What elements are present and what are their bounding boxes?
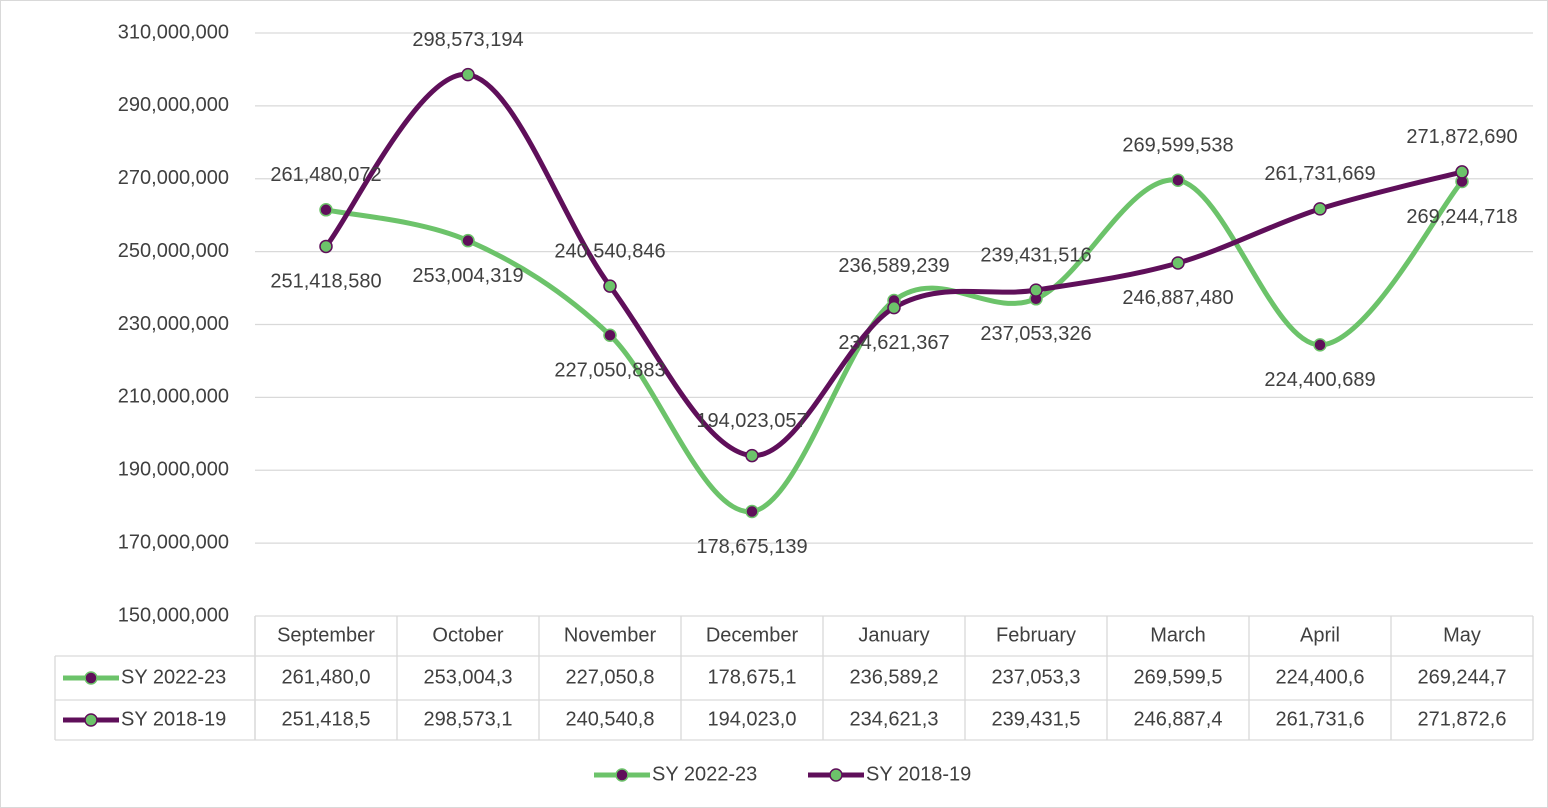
- data-label: 239,431,516: [980, 244, 1091, 266]
- data-point: [319, 239, 333, 254]
- table-cell: 261,731,6: [1276, 708, 1365, 730]
- data-label: 234,621,367: [838, 332, 949, 354]
- data-point: [603, 328, 617, 342]
- table-cell: 253,004,3: [424, 666, 513, 688]
- legend-marker: [84, 713, 98, 727]
- x-tick-label: February: [996, 624, 1076, 646]
- data-label: 251,418,580: [270, 271, 381, 293]
- data-label: 236,589,239: [838, 255, 949, 277]
- y-tick-label: 150,000,000: [118, 604, 229, 626]
- x-tick-label: March: [1150, 624, 1206, 646]
- x-tick-label: September: [277, 624, 375, 646]
- y-tick-label: 170,000,000: [118, 531, 229, 553]
- x-tick-label: October: [432, 624, 503, 646]
- table-cell: 224,400,6: [1276, 666, 1365, 688]
- data-point: [887, 300, 901, 315]
- legend-marker: [615, 768, 629, 782]
- y-tick-label: 190,000,000: [118, 459, 229, 481]
- data-point: [1313, 202, 1327, 216]
- data-point: [745, 504, 759, 519]
- x-tick-label: December: [706, 624, 799, 646]
- y-tick-label: 290,000,000: [118, 94, 229, 116]
- table-row-label: SY 2018-19: [121, 708, 226, 730]
- data-label: 237,053,326: [980, 323, 1091, 345]
- series-line: [323, 72, 1465, 459]
- table-cell: 246,887,4: [1134, 708, 1223, 730]
- data-point: [1171, 256, 1185, 270]
- table-cell: 269,244,7: [1418, 666, 1507, 688]
- data-label: 246,887,480: [1122, 287, 1233, 309]
- data-label: 227,050,883: [554, 360, 665, 382]
- table-cell: 236,589,2: [850, 666, 939, 688]
- table-cell: 240,540,8: [566, 708, 655, 730]
- table-cell: 261,480,0: [282, 666, 371, 688]
- y-tick-label: 250,000,000: [118, 240, 229, 262]
- y-tick-label: 270,000,000: [118, 167, 229, 189]
- data-point: [1313, 338, 1327, 352]
- y-tick-label: 310,000,000: [118, 21, 229, 43]
- y-tick-label: 210,000,000: [118, 386, 229, 408]
- data-label: 194,023,057: [696, 410, 807, 432]
- data-label: 261,731,669: [1264, 163, 1375, 185]
- x-tick-label: November: [564, 624, 657, 646]
- data-label: 269,244,718: [1406, 206, 1517, 228]
- data-point: [461, 233, 475, 248]
- data-point: [319, 203, 333, 217]
- data-point: [1455, 165, 1469, 179]
- legend-label: SY 2022-23: [652, 763, 757, 785]
- table-row-label: SY 2022-23: [121, 666, 226, 688]
- data-label: 224,400,689: [1264, 369, 1375, 391]
- data-point: [745, 448, 759, 463]
- table-cell: 227,050,8: [566, 666, 655, 688]
- table-cell: 239,431,5: [992, 708, 1081, 730]
- data-label: 240,540,846: [554, 240, 665, 262]
- data-point: [603, 279, 617, 293]
- y-tick-label: 230,000,000: [118, 313, 229, 335]
- data-point: [461, 67, 475, 82]
- legend-label: SY 2018-19: [866, 763, 971, 785]
- data-point: [1171, 173, 1185, 187]
- table-cell: 178,675,1: [708, 666, 797, 688]
- table-cell: 194,023,0: [708, 708, 797, 730]
- data-point: [1029, 283, 1043, 297]
- x-tick-label: April: [1300, 624, 1340, 646]
- table-cell: 234,621,3: [850, 708, 939, 730]
- table-cell: 269,599,5: [1134, 666, 1223, 688]
- data-label: 261,480,072: [270, 164, 381, 186]
- table-cell: 298,573,1: [424, 708, 513, 730]
- table-cell: 271,872,6: [1418, 708, 1507, 730]
- table-cell: 251,418,5: [282, 708, 371, 730]
- data-label: 298,573,194: [412, 29, 523, 51]
- x-tick-label: May: [1443, 624, 1481, 646]
- data-label: 271,872,690: [1406, 126, 1517, 148]
- data-label: 269,599,538: [1122, 134, 1233, 156]
- data-label: 178,675,139: [696, 536, 807, 558]
- x-tick-label: January: [858, 624, 929, 646]
- legend-marker: [84, 671, 98, 685]
- table-cell: 237,053,3: [992, 666, 1081, 688]
- legend-marker: [829, 768, 843, 782]
- data-label: 253,004,319: [412, 265, 523, 287]
